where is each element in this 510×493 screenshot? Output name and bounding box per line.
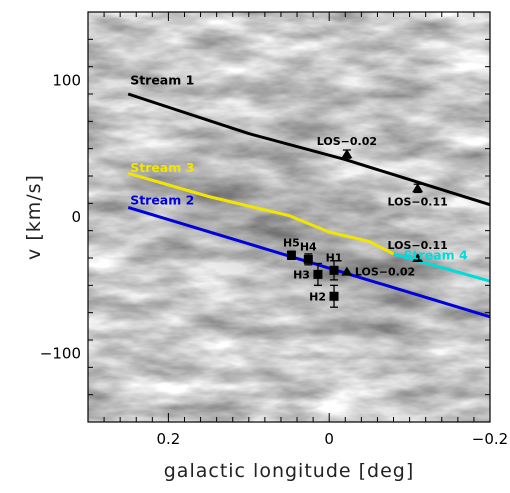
data-point: H5	[283, 236, 300, 261]
x-tick-label: 0.2	[156, 430, 180, 448]
point-label: H5	[283, 236, 300, 249]
triangle-marker	[412, 183, 424, 193]
axis-ticks: 0.2 0 −0.2 100 0 −100	[40, 11, 508, 448]
square-marker	[329, 291, 339, 301]
data-point: LOS−0.02	[341, 266, 415, 279]
x-axis-title: galactic longitude [deg]	[164, 460, 415, 482]
point-label: H4	[300, 240, 317, 253]
points-layer: LOS−0.02 LOS−0.11 LOS−0.11 LOS−0.02 H5 H4 H3 H1…	[283, 135, 448, 308]
y-tick-label: 0	[71, 208, 81, 226]
point-label: LOS−0.02	[355, 266, 415, 279]
plot-frame	[87, 11, 491, 423]
point-label: H1	[326, 251, 343, 264]
triangle-marker	[412, 253, 424, 262]
point-label: H3	[293, 268, 310, 281]
y-tick-label: −100	[40, 345, 81, 363]
data-point: H2	[309, 284, 339, 308]
point-label: LOS−0.11	[388, 195, 448, 208]
square-marker	[303, 254, 313, 264]
triangle-marker	[341, 266, 353, 276]
data-point: H4	[300, 240, 317, 266]
point-label: LOS−0.11	[388, 239, 448, 252]
data-point: LOS−0.11	[388, 183, 448, 208]
series-label-stream-3: Stream 3	[130, 160, 194, 175]
series-line-stream-3	[127, 171, 395, 256]
square-marker	[286, 250, 296, 260]
series-label-stream-4: Stream 4	[404, 247, 468, 262]
series-line-stream-4	[393, 252, 490, 283]
labels-layer: Stream 1 Stream 3 Stream 4 Stream 2	[130, 72, 468, 262]
data-point: LOS−0.11	[388, 239, 448, 262]
x-tick-label: 0	[324, 430, 334, 448]
y-axis-title: v [km/s]	[23, 174, 45, 260]
square-marker	[329, 265, 339, 275]
data-point: H3	[293, 262, 323, 286]
triangle-marker	[341, 149, 353, 159]
point-label: H2	[309, 290, 326, 303]
series-label-stream-1: Stream 1	[130, 72, 194, 87]
point-label: LOS−0.02	[317, 135, 377, 148]
series-line-stream-1	[127, 92, 490, 207]
y-tick-label: 100	[52, 71, 81, 89]
data-point: LOS−0.02	[317, 135, 377, 159]
series-label-stream-2: Stream 2	[130, 193, 194, 208]
x-tick-label: −0.2	[472, 430, 508, 448]
square-marker	[313, 269, 323, 279]
data-point: H1	[326, 251, 343, 281]
